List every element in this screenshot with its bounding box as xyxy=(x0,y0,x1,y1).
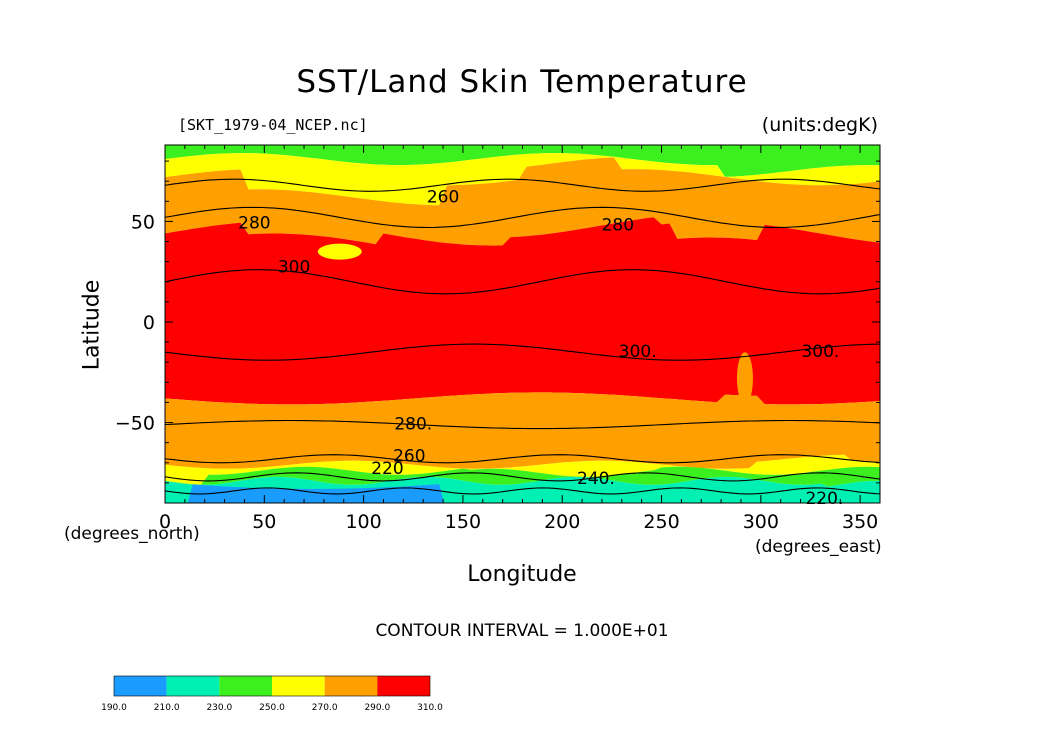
colorbar-swatch xyxy=(272,676,325,696)
colorbar-label: 190.0 xyxy=(101,703,127,713)
band-250-270-north xyxy=(165,145,880,177)
band-250-270-south xyxy=(165,454,880,485)
band-270-290-north xyxy=(165,157,880,246)
y-tick-label: 50 xyxy=(131,211,155,233)
x-tick-label: 200 xyxy=(544,511,580,533)
contour-label: 240. xyxy=(577,469,615,489)
x-tick-label: 100 xyxy=(345,511,381,533)
isotherm-line xyxy=(165,454,880,464)
x-axis-label: Longitude xyxy=(467,562,577,587)
x-tick-label: 50 xyxy=(252,511,276,533)
colorbar-frame xyxy=(113,675,431,697)
x-tick-label: 300 xyxy=(743,511,779,533)
contour-label: 300 xyxy=(278,258,310,278)
x-tick-label: 250 xyxy=(643,511,679,533)
colorbar-swatch xyxy=(219,676,272,696)
isotherm-line xyxy=(165,343,880,361)
contour-label: 280 xyxy=(238,213,270,233)
contour-label: 260 xyxy=(427,187,459,207)
isotherm-line xyxy=(165,419,880,430)
y-axis-label: Latitude xyxy=(79,279,105,371)
contour-label: 220 xyxy=(371,459,403,479)
colorbar-label: 210.0 xyxy=(154,703,180,713)
colorbar-swatch xyxy=(377,676,430,696)
isotherm-line xyxy=(165,269,880,295)
contour-interval: CONTOUR INTERVAL = 1.000E+01 xyxy=(375,621,669,641)
x-tick-label: 150 xyxy=(445,511,481,533)
colorbar-label: 270.0 xyxy=(312,703,338,713)
colorbar-label: 250.0 xyxy=(259,703,285,713)
band-210-230-south xyxy=(165,476,880,503)
units-label: (units:degK) xyxy=(761,114,878,136)
colorbar-swatch xyxy=(166,676,220,696)
band-230-250-south xyxy=(165,466,880,487)
colorbar-swatch xyxy=(324,676,378,696)
isotherm-line xyxy=(165,487,880,495)
contour-label: 300. xyxy=(619,342,657,362)
y-tick-label: −50 xyxy=(115,413,155,435)
band-250-270 xyxy=(165,153,880,206)
colorbar-label: 310.0 xyxy=(417,703,443,713)
band-270-290-south xyxy=(165,392,880,469)
contour-label: 260 xyxy=(393,447,425,467)
file-label: [SKT_1979-04_NCEP.nc] xyxy=(178,116,368,134)
isotherm-line xyxy=(165,206,880,229)
y-axis-unit: (degrees_north) xyxy=(64,524,200,544)
chart-title: SST/Land Skin Temperature xyxy=(296,64,748,100)
isotherm-line xyxy=(165,178,880,192)
contour-label: 300. xyxy=(801,342,839,362)
colorbar-label: 290.0 xyxy=(364,703,390,713)
contour-label: 280 xyxy=(602,215,634,235)
plot-frame xyxy=(164,144,881,504)
x-tick-label: 350 xyxy=(842,511,878,533)
tibet-region xyxy=(317,243,362,260)
contour-label: 280. xyxy=(394,415,432,435)
isotherm-line xyxy=(165,472,880,482)
x-axis-unit: (degrees_east) xyxy=(755,537,882,557)
band-190-210 xyxy=(187,484,445,503)
band-290-310 xyxy=(165,217,880,405)
colorbar-label: 230.0 xyxy=(206,703,232,713)
colorbar-swatch xyxy=(114,676,167,696)
y-tick-label: 0 xyxy=(143,312,155,334)
contour-label: 220. xyxy=(805,489,843,509)
andes-region xyxy=(736,352,753,405)
